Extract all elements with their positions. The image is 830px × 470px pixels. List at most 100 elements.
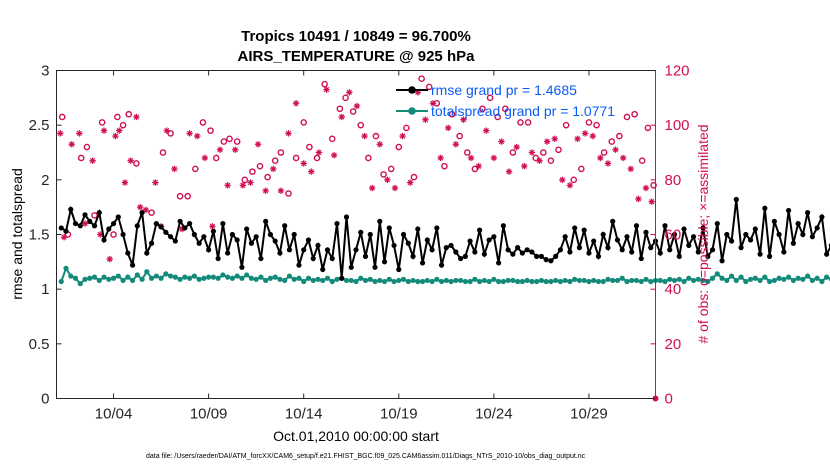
rmse-point (676, 253, 682, 259)
totalspread-point (377, 277, 383, 284)
totalspread-point (110, 275, 117, 281)
rmse-point (82, 212, 88, 218)
rmse-point (757, 251, 763, 257)
totalspread-point (738, 274, 744, 280)
rmse-point (77, 223, 83, 229)
totalspread-point (567, 278, 573, 285)
rmse-point (524, 247, 530, 253)
totalspread-point (282, 277, 288, 284)
obs-possible-marker (292, 154, 300, 162)
rmse-point (814, 225, 820, 231)
totalspread-point (396, 277, 402, 284)
y-right-tick-label: 100 (665, 117, 690, 134)
totalspread-point (743, 278, 749, 285)
obs-possible-marker (357, 121, 365, 129)
obs-possible-marker (524, 119, 532, 126)
obs-assimilated-marker (429, 100, 437, 107)
rmse-point (310, 255, 316, 262)
totalspread-point (453, 277, 459, 284)
totalspread-point (134, 272, 140, 278)
totalspread-point (643, 276, 649, 282)
obs-possible-marker (176, 192, 184, 200)
x-tick-label: 10/09 (190, 406, 228, 423)
totalspread-point (320, 277, 326, 284)
rmse-point (719, 258, 725, 264)
obs-possible-marker (249, 168, 256, 175)
totalspread-point (220, 272, 226, 278)
totalspread-point (201, 275, 207, 281)
obs-assimilated-marker (330, 152, 338, 159)
rmse-point (63, 228, 69, 234)
rmse-point (348, 264, 354, 270)
obs-possible-marker (264, 173, 271, 181)
obs-possible-marker (395, 143, 403, 151)
obs-possible-marker (212, 154, 220, 162)
rmse-point (486, 237, 492, 243)
obs-assimilated-marker (619, 154, 627, 162)
totalspread-point (68, 273, 74, 279)
rmse-point (139, 210, 145, 216)
rmse-point (101, 237, 107, 243)
totalspread-point (139, 276, 145, 282)
totalspread-point (329, 278, 335, 285)
y-axis-label-left: rmse and totalspread (9, 168, 25, 300)
rmse-point (728, 238, 735, 244)
obs-assimilated-marker (612, 146, 619, 153)
totalspread-point (343, 277, 350, 284)
obs-assimilated-marker (239, 182, 247, 189)
obs-assimilated-marker (551, 135, 558, 143)
obs-possible-marker (336, 105, 344, 113)
rmse-point (553, 253, 559, 259)
totalspread-point (595, 278, 602, 285)
totalspread-point (77, 281, 83, 287)
footer-data-file: data file: /Users/raeder/DAI/ATM_forcXX/… (146, 453, 586, 460)
obs-assimilated-marker (285, 130, 292, 137)
obs-possible-marker (650, 181, 657, 189)
totalspread-point (705, 278, 711, 285)
rmse-point (225, 250, 231, 256)
legend-spread-label: totalspread grand pr = 1.0771 (431, 103, 615, 119)
obs-possible-marker (547, 157, 555, 164)
obs-assimilated-marker (452, 141, 460, 148)
totalspread-point (72, 275, 79, 281)
rmse-point (443, 245, 449, 251)
obs-assimilated-marker (292, 100, 300, 107)
totalspread-point (324, 275, 331, 281)
obs-possible-marker (486, 94, 494, 102)
obs-assimilated-marker (422, 116, 429, 123)
totalspread-point (762, 274, 768, 280)
y-right-tick-label: 20 (665, 336, 682, 353)
rmse-point (429, 247, 435, 253)
obs-assimilated-marker (201, 154, 209, 162)
rmse-point (567, 249, 573, 255)
obs-assimilated-marker (483, 127, 490, 134)
rmse-point (534, 253, 540, 259)
obs-possible-marker (220, 138, 228, 145)
obs-assimilated-marker (247, 179, 254, 186)
totalspread-point (101, 274, 107, 280)
obs-assimilated-marker (574, 135, 581, 143)
totalspread-point (562, 277, 568, 284)
rmse-point (234, 237, 240, 243)
rmse-point (296, 262, 302, 268)
rmse-point (129, 262, 136, 268)
totalspread-point (467, 278, 473, 285)
rmse-point (96, 210, 102, 216)
rmse-point (505, 247, 511, 253)
totalspread-point (676, 276, 682, 282)
totalspread-point (510, 277, 516, 284)
rmse-point (667, 247, 673, 253)
totalspread-point (167, 273, 174, 279)
obs-assimilated-marker (361, 132, 368, 140)
obs-assimilated-marker (121, 179, 129, 186)
x-tick-label: 10/29 (570, 406, 608, 423)
totalspread-point (809, 277, 815, 284)
y-tick-label: 0.5 (29, 336, 50, 353)
obs-assimilated-marker (445, 124, 452, 132)
rmse-point (58, 225, 64, 231)
totalspread-point (614, 277, 621, 284)
rmse-point (662, 223, 668, 229)
rmse-point (372, 264, 378, 270)
totalspread-point (196, 276, 202, 282)
rmse-point (543, 257, 549, 263)
